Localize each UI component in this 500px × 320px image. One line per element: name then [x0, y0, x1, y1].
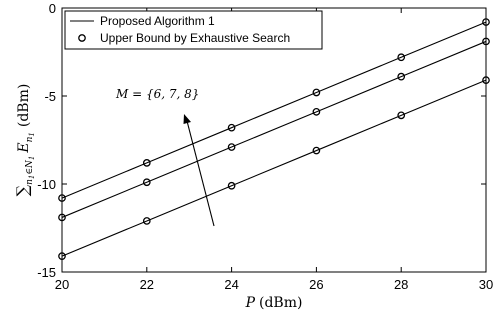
y-tick-label: -10 [37, 177, 56, 192]
x-tick-label: 26 [309, 277, 323, 292]
x-tick-label: 20 [55, 277, 69, 292]
legend: Proposed Algorithm 1 Upper Bound by Exhau… [65, 11, 322, 49]
y-axis-in: ∈ [25, 168, 35, 175]
y-axis-sum: ∑ [13, 184, 32, 196]
y-axis-var: E [16, 142, 32, 153]
y-axis-var-sub-idx: 1 [28, 132, 36, 136]
y-axis-set-idx: 1 [28, 156, 36, 160]
x-tick-label: 30 [479, 277, 493, 292]
legend-label-proposed: Proposed Algorithm 1 [100, 14, 215, 28]
x-tick-label: 28 [394, 277, 408, 292]
x-tick-label: 24 [224, 277, 238, 292]
legend-label-upper-bound: Upper Bound by Exhaustive Search [100, 31, 290, 45]
y-tick-label: -15 [37, 265, 56, 280]
y-tick-label: 0 [49, 1, 56, 16]
x-axis-unit: (dBm) [259, 295, 302, 311]
x-tick-label: 22 [140, 277, 154, 292]
annotation-label: M = {6, 7, 8} [115, 87, 199, 101]
x-axis-variable: P [245, 295, 256, 311]
x-axis-label: P (dBm) [245, 295, 303, 311]
y-axis-unit: (dBm) [16, 84, 32, 127]
y-axis-label: ∑n1∈N1En1(dBm) [13, 84, 36, 197]
y-tick-label: -5 [44, 89, 56, 104]
svg-text:∑n1∈N1En1(dBm): ∑n1∈N1En1(dBm) [13, 84, 36, 197]
